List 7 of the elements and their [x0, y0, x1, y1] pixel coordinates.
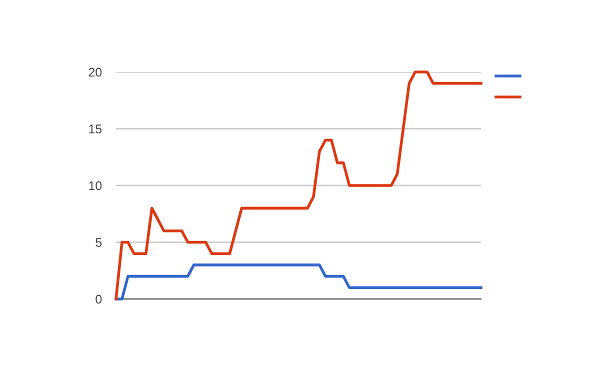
- y-tick-label: 20: [88, 68, 102, 77]
- y-tick-label: 0: [96, 294, 102, 304]
- y-tick-label: 15: [89, 124, 102, 134]
- line-series: [114, 264, 482, 300]
- y-tick-label: 5: [96, 238, 102, 247]
- y-tick-label: 10: [89, 181, 102, 190]
- line-series: [114, 70, 482, 300]
